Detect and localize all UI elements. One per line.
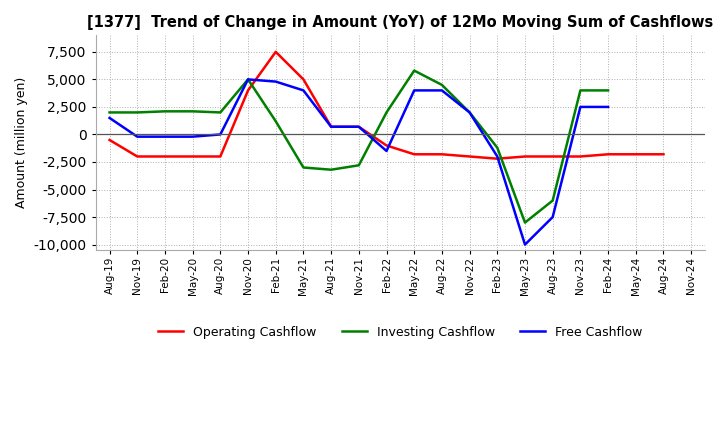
Operating Cashflow (604, 152, 613, 157)
Investing Cashflow (105, 110, 114, 115)
Investing Cashflow (465, 110, 474, 115)
Investing Cashflow (604, 88, 613, 93)
Operating Cashflow (216, 154, 225, 159)
Operating Cashflow (105, 137, 114, 143)
Operating Cashflow (299, 77, 307, 82)
Free Cashflow (604, 104, 613, 110)
Operating Cashflow (631, 152, 640, 157)
Operating Cashflow (410, 152, 418, 157)
Investing Cashflow (161, 109, 169, 114)
Y-axis label: Amount (million yen): Amount (million yen) (15, 77, 28, 209)
Operating Cashflow (189, 154, 197, 159)
Free Cashflow (133, 134, 142, 139)
Investing Cashflow (382, 110, 391, 115)
Investing Cashflow (189, 109, 197, 114)
Operating Cashflow (465, 154, 474, 159)
Legend: Operating Cashflow, Investing Cashflow, Free Cashflow: Operating Cashflow, Investing Cashflow, … (153, 321, 647, 344)
Free Cashflow (105, 115, 114, 121)
Title: [1377]  Trend of Change in Amount (YoY) of 12Mo Moving Sum of Cashflows: [1377] Trend of Change in Amount (YoY) o… (87, 15, 714, 30)
Free Cashflow (161, 134, 169, 139)
Operating Cashflow (659, 152, 667, 157)
Operating Cashflow (521, 154, 529, 159)
Free Cashflow (576, 104, 585, 110)
Operating Cashflow (438, 152, 446, 157)
Free Cashflow (299, 88, 307, 93)
Operating Cashflow (271, 49, 280, 55)
Investing Cashflow (410, 68, 418, 73)
Free Cashflow (465, 110, 474, 115)
Free Cashflow (216, 132, 225, 137)
Investing Cashflow (493, 145, 502, 150)
Investing Cashflow (576, 88, 585, 93)
Investing Cashflow (354, 163, 363, 168)
Investing Cashflow (216, 110, 225, 115)
Operating Cashflow (133, 154, 142, 159)
Free Cashflow (410, 88, 418, 93)
Line: Free Cashflow: Free Cashflow (109, 79, 608, 245)
Free Cashflow (438, 88, 446, 93)
Investing Cashflow (438, 82, 446, 88)
Line: Investing Cashflow: Investing Cashflow (109, 70, 608, 223)
Free Cashflow (327, 124, 336, 129)
Investing Cashflow (133, 110, 142, 115)
Operating Cashflow (354, 124, 363, 129)
Free Cashflow (189, 134, 197, 139)
Free Cashflow (521, 242, 529, 247)
Investing Cashflow (271, 119, 280, 124)
Free Cashflow (382, 148, 391, 154)
Operating Cashflow (493, 156, 502, 161)
Free Cashflow (354, 124, 363, 129)
Operating Cashflow (161, 154, 169, 159)
Free Cashflow (243, 77, 252, 82)
Operating Cashflow (327, 124, 336, 129)
Free Cashflow (493, 154, 502, 159)
Operating Cashflow (549, 154, 557, 159)
Operating Cashflow (576, 154, 585, 159)
Investing Cashflow (549, 198, 557, 203)
Operating Cashflow (382, 143, 391, 148)
Free Cashflow (271, 79, 280, 84)
Investing Cashflow (327, 167, 336, 172)
Investing Cashflow (521, 220, 529, 225)
Investing Cashflow (299, 165, 307, 170)
Free Cashflow (549, 214, 557, 220)
Investing Cashflow (243, 77, 252, 82)
Operating Cashflow (243, 88, 252, 93)
Line: Operating Cashflow: Operating Cashflow (109, 52, 663, 159)
